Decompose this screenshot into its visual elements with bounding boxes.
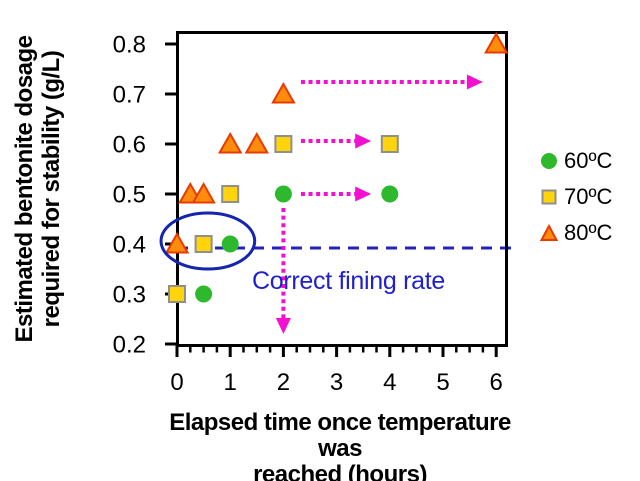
time-shift-arrow-head (355, 133, 372, 149)
data-point-80C (244, 131, 270, 154)
triangle-glyph (539, 223, 559, 241)
data-point-70C (380, 135, 399, 153)
legend: 60ºC 70ºC 80ºC (538, 147, 612, 246)
plot-frame (176, 31, 508, 347)
data-point-80C (191, 181, 216, 204)
x-tick-label: 5 (436, 369, 449, 396)
x-tick-label: 0 (170, 369, 183, 396)
legend-item-60C: 60ºC (538, 147, 612, 174)
legend-label: 80ºC (564, 219, 613, 245)
legend-marker-circle-icon (541, 152, 557, 169)
data-point-70C (274, 135, 293, 153)
dosage-drop-arrow-head (275, 318, 291, 334)
x-axis-title: Elapsed time once temperature was reache… (148, 410, 532, 481)
data-point-60C (195, 285, 213, 303)
highlight-ellipse (159, 211, 257, 271)
data-point-60C (381, 185, 399, 203)
time-shift-arrow-head (355, 186, 372, 202)
data-point-80C (271, 81, 296, 104)
legend-item-80C: 80ºC (538, 219, 612, 246)
data-point-80C (164, 231, 190, 254)
square-glyph (541, 189, 557, 204)
legend-item-70C: 70ºC (538, 183, 612, 210)
data-point-70C (221, 185, 240, 203)
legend-marker-square-icon (541, 189, 557, 204)
data-point-60C (274, 185, 292, 203)
y-tick-label: 0.5 (113, 182, 146, 209)
circle-glyph (541, 152, 557, 169)
x-tick-label: 4 (383, 369, 396, 396)
x-tick-label: 1 (224, 369, 237, 396)
data-point-70C (168, 285, 186, 303)
y-tick-label: 0.2 (113, 332, 146, 359)
x-axis-title-line1: Elapsed time once temperature was (169, 409, 511, 462)
time-shift-arrow-head (466, 74, 483, 90)
x-axis-title-line2: reached (hours) (253, 461, 427, 481)
y-tick-label: 0.3 (113, 282, 146, 309)
data-point-60C (221, 235, 239, 253)
y-tick-label: 0.7 (113, 82, 146, 109)
x-tick-label: 2 (277, 369, 290, 396)
data-point-80C (483, 31, 509, 54)
data-point-70C (194, 235, 213, 253)
x-tick-label: 6 (490, 369, 503, 396)
legend-label: 60ºC (564, 147, 613, 173)
x-tick-label: 3 (330, 369, 343, 396)
annotation-correct-fining-rate: Correct fining rate (252, 267, 445, 295)
y-tick-label: 0.4 (113, 232, 146, 259)
y-tick-label: 0.8 (113, 32, 146, 59)
legend-label: 70ºC (564, 183, 613, 209)
y-tick-label: 0.6 (113, 132, 146, 159)
legend-marker-triangle-icon (539, 223, 559, 241)
data-point-80C (217, 131, 243, 154)
